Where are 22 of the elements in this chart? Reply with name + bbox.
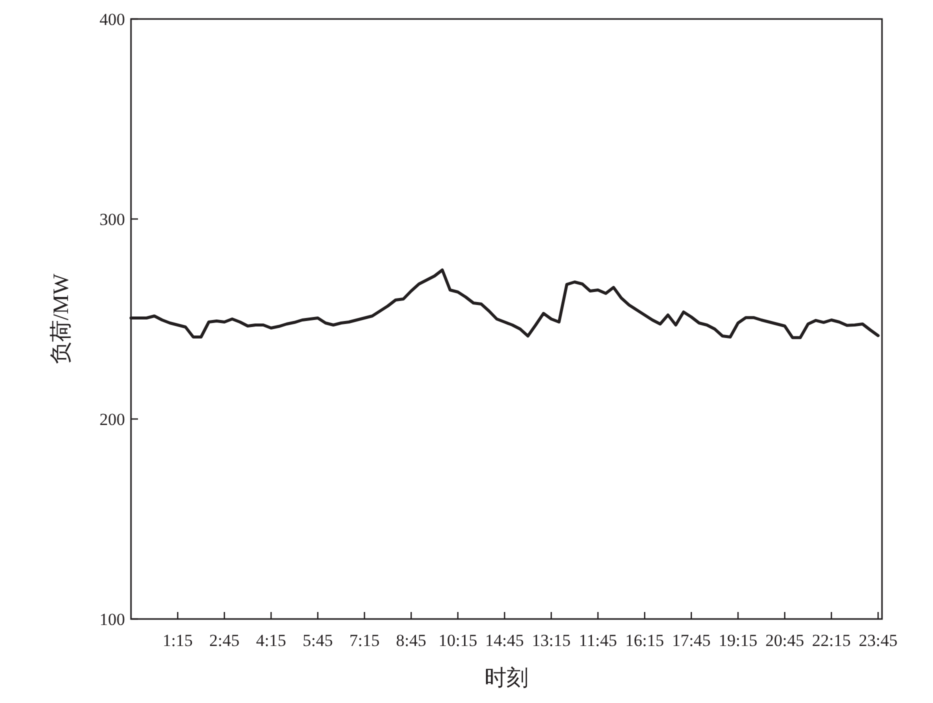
x-axis-title: 时刻 <box>484 665 528 690</box>
x-tick-label: 20:45 <box>765 631 804 650</box>
x-tick-label: 17:45 <box>672 631 711 650</box>
x-tick-label: 4:15 <box>256 631 286 650</box>
x-tick-label: 23:45 <box>858 631 898 650</box>
y-axis-title: 负荷/MW <box>48 274 73 364</box>
x-tick-label: 1:15 <box>162 631 193 650</box>
x-tick-label: 7:15 <box>349 631 380 650</box>
x-tick-label: 16:15 <box>625 631 664 650</box>
y-tick-label: 200 <box>100 410 125 429</box>
x-tick-label: 8:45 <box>396 631 426 650</box>
x-tick-label: 10:15 <box>438 631 478 650</box>
x-tick-label: 13:15 <box>532 631 571 650</box>
y-tick-label: 100 <box>100 610 125 629</box>
x-tick-label: 2:45 <box>209 631 240 650</box>
y-tick-label: 400 <box>100 10 125 29</box>
x-tick-label: 19:15 <box>718 631 758 650</box>
x-tick-label: 5:45 <box>302 631 333 650</box>
x-tick-label: 11:45 <box>578 631 617 650</box>
x-tick-label: 14:45 <box>485 631 524 650</box>
x-tick-label: 22:15 <box>812 631 851 650</box>
y-tick-label: 300 <box>100 210 125 229</box>
